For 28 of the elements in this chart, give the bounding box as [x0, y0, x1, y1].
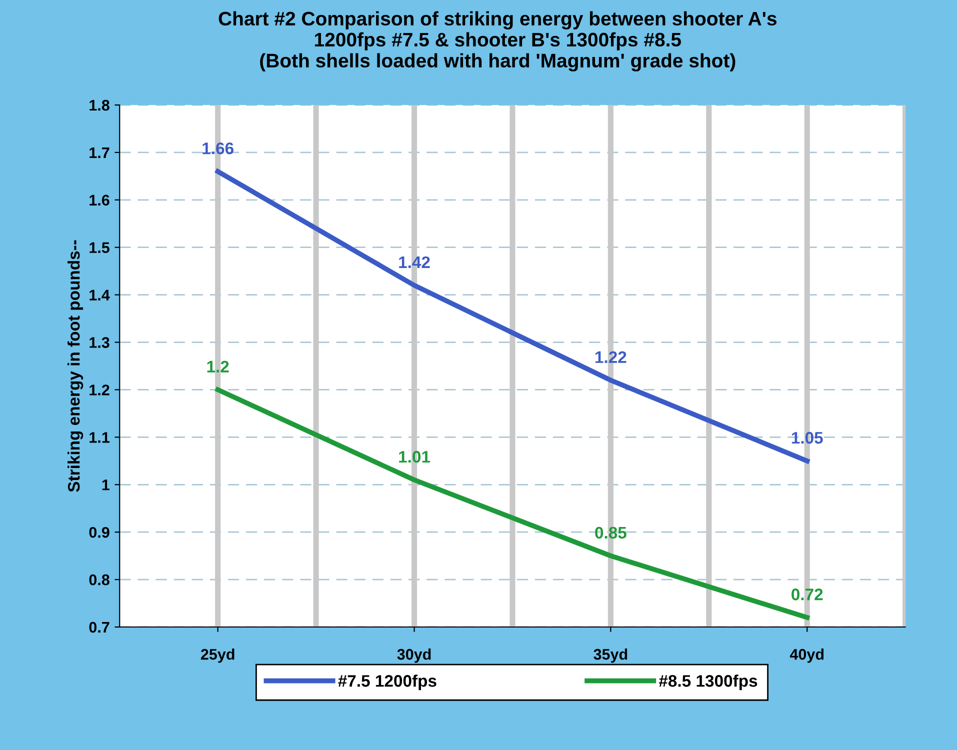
y-tick-label: 1.5 [90, 242, 110, 254]
chart-title: Chart #2 Comparison of striking energy between shooter A's 1200fps #7.5 & shooter B's 1300fps #8.5 (Both shells loaded with hard 'Magnum' grade shot) [218, 11, 776, 72]
y-tick-label: 1.8 [90, 100, 110, 111]
y-tick-label: 0.9 [89, 526, 110, 538]
x-tick-label: 40yd [790, 648, 824, 663]
y-tick-label: 1.3 [90, 337, 110, 348]
legend-label: #7.5 1200fps [338, 674, 436, 690]
data-label: 1.2 [207, 360, 229, 372]
data-label: 1.42 [399, 256, 430, 268]
legend-label: #8.5 1300fps [658, 674, 758, 690]
x-tick-label: 30yd [397, 648, 431, 663]
data-label: 0.72 [792, 588, 823, 600]
data-label: 1.66 [202, 142, 234, 154]
data-label: 1.05 [792, 432, 823, 444]
y-tick-label: 1.6 [90, 194, 110, 206]
x-tick-label: 35yd [594, 648, 628, 663]
x-tick-label: 25yd [200, 648, 234, 663]
y-tick-label: 1.1 [90, 432, 110, 443]
y-tick-label: 1.7 [90, 147, 110, 158]
y-tick-label: 1.2 [90, 384, 110, 396]
data-label: 1.01 [399, 450, 430, 463]
data-label: 1.22 [596, 351, 626, 363]
data-label: 0.85 [595, 526, 626, 539]
y-tick-label: 1.4 [90, 290, 110, 300]
y-tick-label: 1 [102, 480, 110, 490]
y-axis-title: Striking energy in foot pounds-- [68, 240, 84, 492]
y-tick-label: 0.8 [89, 574, 110, 586]
y-tick-label: 0.7 [89, 622, 110, 633]
